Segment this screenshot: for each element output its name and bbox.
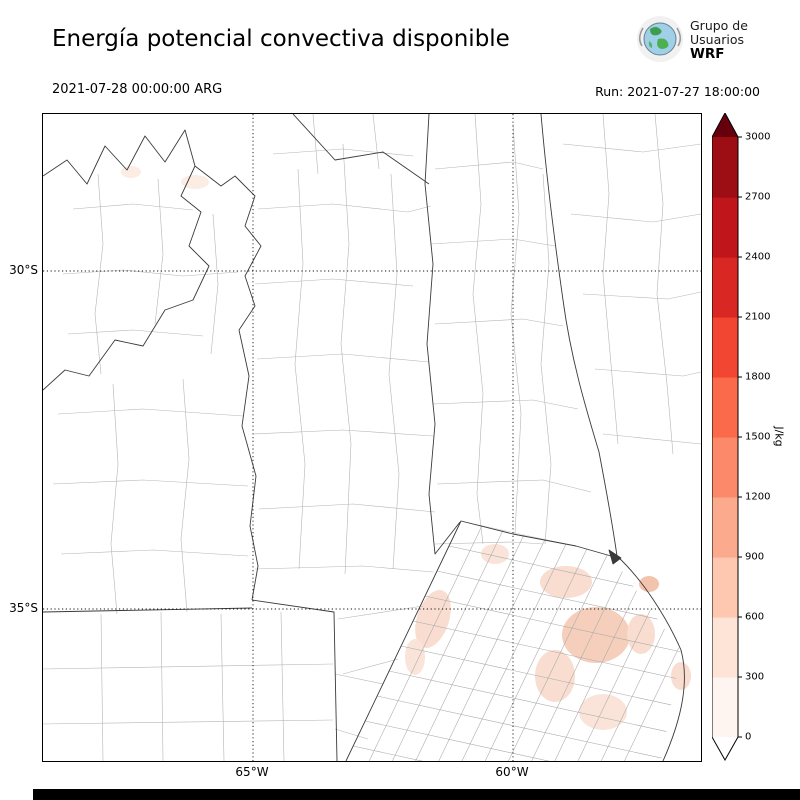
colorbar-tick-label: 1500 — [745, 431, 771, 443]
colorbar-tick-label: 3000 — [745, 131, 771, 143]
map-area — [42, 113, 702, 762]
colorbar-tick-label: 0 — [745, 731, 752, 743]
logo-text-wrf: WRF — [690, 46, 725, 63]
province-boundaries — [43, 114, 685, 761]
colorbar-tick-label: 600 — [745, 611, 765, 623]
colorbar-tick-label: 2700 — [745, 191, 771, 203]
y-tick-35s: 35°S — [9, 601, 38, 615]
run-time-label: Run: 2021-07-27 18:00:00 — [595, 84, 760, 99]
valid-time-label: 2021-07-28 00:00:00 ARG — [52, 82, 223, 97]
logo-text-line2: Usuarios — [690, 32, 745, 48]
cape-shading — [121, 166, 691, 730]
x-tick-60w: 60°W — [495, 765, 529, 779]
colorbar-ticks: 3000 2700 2400 2100 1800 1500 1200 900 600 300 0 — [745, 0, 779, 800]
colorbar-tick-label: 2400 — [745, 251, 771, 263]
colorbar-tick-label: 1800 — [745, 371, 771, 383]
logo-text-line1: Grupo de — [690, 18, 748, 34]
wrf-logo: Grupo de Usuarios WRF — [636, 14, 796, 68]
page-title: Energía potencial convectiva disponible — [52, 26, 510, 52]
colorbar-unit-label: J/kg — [772, 426, 786, 447]
gridlines — [43, 114, 701, 761]
map-svg — [43, 114, 701, 761]
x-tick-65w: 65°W — [235, 765, 269, 779]
colorbar-tick-label: 900 — [745, 551, 765, 563]
colorbar-tick-label: 1200 — [745, 491, 771, 503]
y-tick-30s: 30°S — [9, 263, 38, 277]
bottom-bar — [33, 789, 800, 800]
colorbar-svg — [712, 113, 742, 761]
department-boundaries — [43, 114, 701, 761]
colorbar-tick-label: 2100 — [745, 311, 771, 323]
globe-icon — [636, 15, 684, 67]
colorbar-tick-label: 300 — [745, 671, 765, 683]
